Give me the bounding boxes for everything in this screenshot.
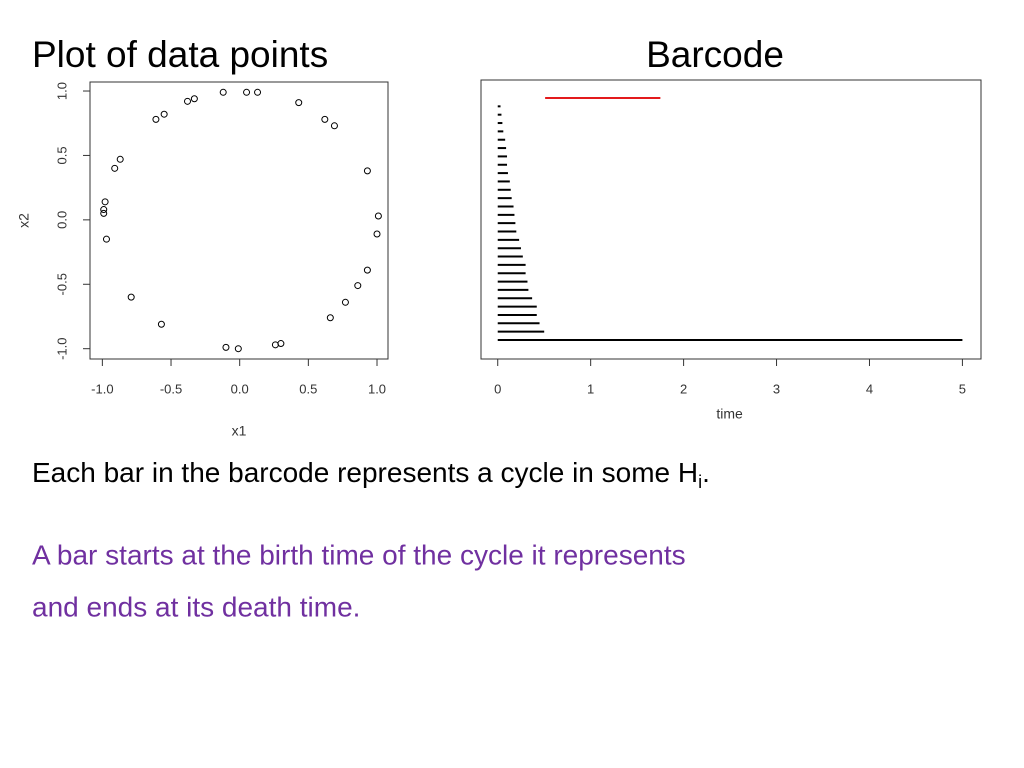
point (222, 343, 230, 351)
point (374, 212, 382, 220)
y-tick-label: 0.5 (54, 146, 69, 164)
text: Each bar in the barcode represents a cyc… (32, 457, 698, 488)
point (295, 99, 303, 107)
body-text: and ends at its death time. (32, 591, 360, 622)
body-text: Each bar in the barcode represents a cyc… (32, 457, 710, 491)
chart-title: Barcode (646, 34, 784, 75)
point (330, 122, 338, 130)
point (243, 88, 251, 96)
x-tick-label: 5 (959, 381, 966, 396)
plot-frame (480, 79, 982, 360)
y-tick-label: 1.0 (54, 82, 69, 100)
point (326, 314, 334, 322)
x-tick-label: -1.0 (91, 381, 113, 396)
point (321, 115, 329, 123)
y-tick-label: -0.5 (54, 273, 69, 295)
body-paragraph: A bar starts at the birth time of the cy… (32, 539, 686, 622)
point (157, 320, 165, 328)
y-tick-label: 0.0 (54, 211, 69, 229)
body-text: A bar starts at the birth time of the cy… (32, 539, 686, 570)
point (152, 115, 160, 123)
point (127, 293, 135, 301)
text: . (702, 457, 710, 488)
point (219, 88, 227, 96)
subscript: i (698, 472, 702, 492)
x-tick-label: 1 (587, 381, 594, 396)
point (101, 198, 109, 206)
point (341, 298, 349, 306)
point (190, 95, 198, 103)
x-tick-label: 1.0 (368, 381, 386, 396)
point (160, 110, 168, 118)
point (234, 345, 242, 353)
x-axis-label: time (716, 406, 743, 422)
point (363, 167, 371, 175)
x-tick-label: 3 (773, 381, 780, 396)
point (277, 340, 285, 348)
x-axis-label: x1 (232, 423, 247, 439)
point (111, 164, 119, 172)
point (363, 266, 371, 274)
point (354, 282, 362, 290)
point (102, 235, 110, 243)
x-tick-label: 2 (680, 381, 687, 396)
x-tick-label: 0.5 (299, 381, 317, 396)
x-tick-label: -0.5 (160, 381, 182, 396)
plot-frame (89, 81, 389, 360)
point (116, 155, 124, 163)
y-axis-label: x2 (16, 213, 32, 228)
point (254, 88, 262, 96)
x-tick-label: 0 (494, 381, 501, 396)
x-tick-label: 0.0 (231, 381, 249, 396)
point (100, 206, 108, 214)
y-tick-label: -1.0 (54, 337, 69, 359)
point (100, 209, 108, 217)
point (373, 230, 381, 238)
point (184, 97, 192, 105)
x-tick-label: 4 (866, 381, 873, 396)
chart-title: Plot of data points (32, 34, 328, 75)
